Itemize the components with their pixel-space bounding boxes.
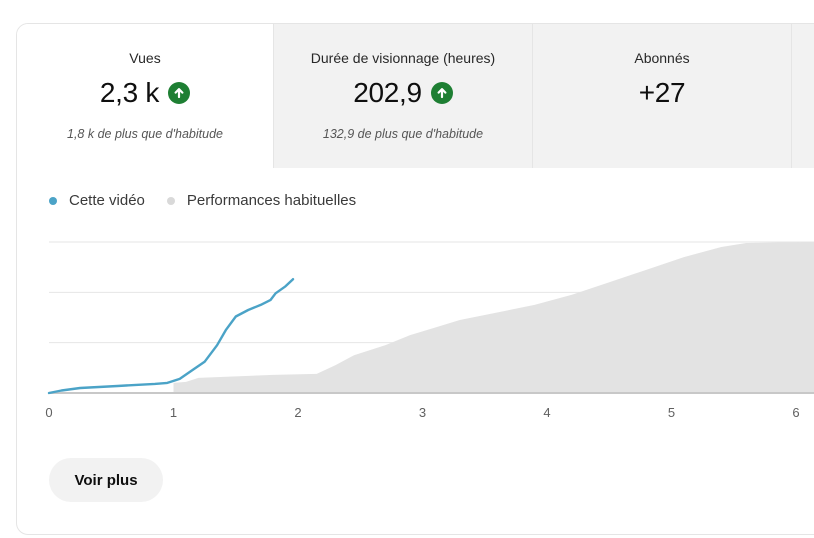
this-video-line <box>47 278 295 395</box>
x-tick-label: 4 <box>543 405 550 420</box>
metric-tab-views[interactable]: Vues 2,3 k 1,8 k de plus que d'habitude <box>17 24 274 168</box>
metric-value: +27 <box>638 77 686 108</box>
legend-item-typical: Performances habituelles <box>166 192 357 209</box>
metric-comparison: 1,8 k de plus que d'habitude <box>67 127 223 141</box>
metric-tab-next-partial[interactable] <box>792 24 814 168</box>
video-performance-card: Vues 2,3 k 1,8 k de plus que d'habitude … <box>16 23 814 535</box>
legend-dot <box>49 196 57 205</box>
typical-performance-area <box>173 242 814 393</box>
legend-label: Cette vidéo <box>69 192 145 209</box>
metric-label: Vues <box>129 50 161 66</box>
legend-item-this-video: Cette vidéo <box>49 192 145 209</box>
metric-tab-subscribers[interactable]: Abonnés +27 <box>533 24 792 168</box>
metric-tab-watch-time[interactable]: Durée de visionnage (heures) 202,9 132,9… <box>274 24 533 168</box>
x-tick-label: 3 <box>419 405 426 420</box>
arrow-up-circle-icon <box>168 82 191 104</box>
metric-value: 2,3 k <box>99 77 160 108</box>
cumulative-chart: 0 1 2 3 4 5 6 <box>45 241 814 420</box>
legend-dot <box>166 196 175 205</box>
metric-value-row: +27 <box>533 77 791 109</box>
metric-comparison: 132,9 de plus que d'habitude <box>322 127 484 141</box>
x-tick-label: 6 <box>792 405 799 420</box>
metric-value: 202,9 <box>353 77 422 108</box>
metric-label: Abonnés <box>634 50 690 66</box>
metrics-row: Vues 2,3 k 1,8 k de plus que d'habitude … <box>17 24 814 168</box>
legend-label: Performances habituelles <box>186 192 357 209</box>
arrow-up-circle-icon <box>430 82 453 104</box>
metric-value-row: 202,9 <box>274 77 532 109</box>
x-tick-label: 2 <box>294 405 301 420</box>
x-tick-label: 1 <box>170 405 177 420</box>
x-tick-label: 5 <box>668 405 675 420</box>
chart-legend: Cette vidéo Performances habituelles <box>49 192 378 209</box>
metric-value-row: 2,3 k <box>17 77 273 109</box>
metric-label: Durée de visionnage (heures) <box>310 50 496 66</box>
see-more-button[interactable]: Voir plus <box>49 458 163 502</box>
x-tick-label: 0 <box>45 405 52 420</box>
